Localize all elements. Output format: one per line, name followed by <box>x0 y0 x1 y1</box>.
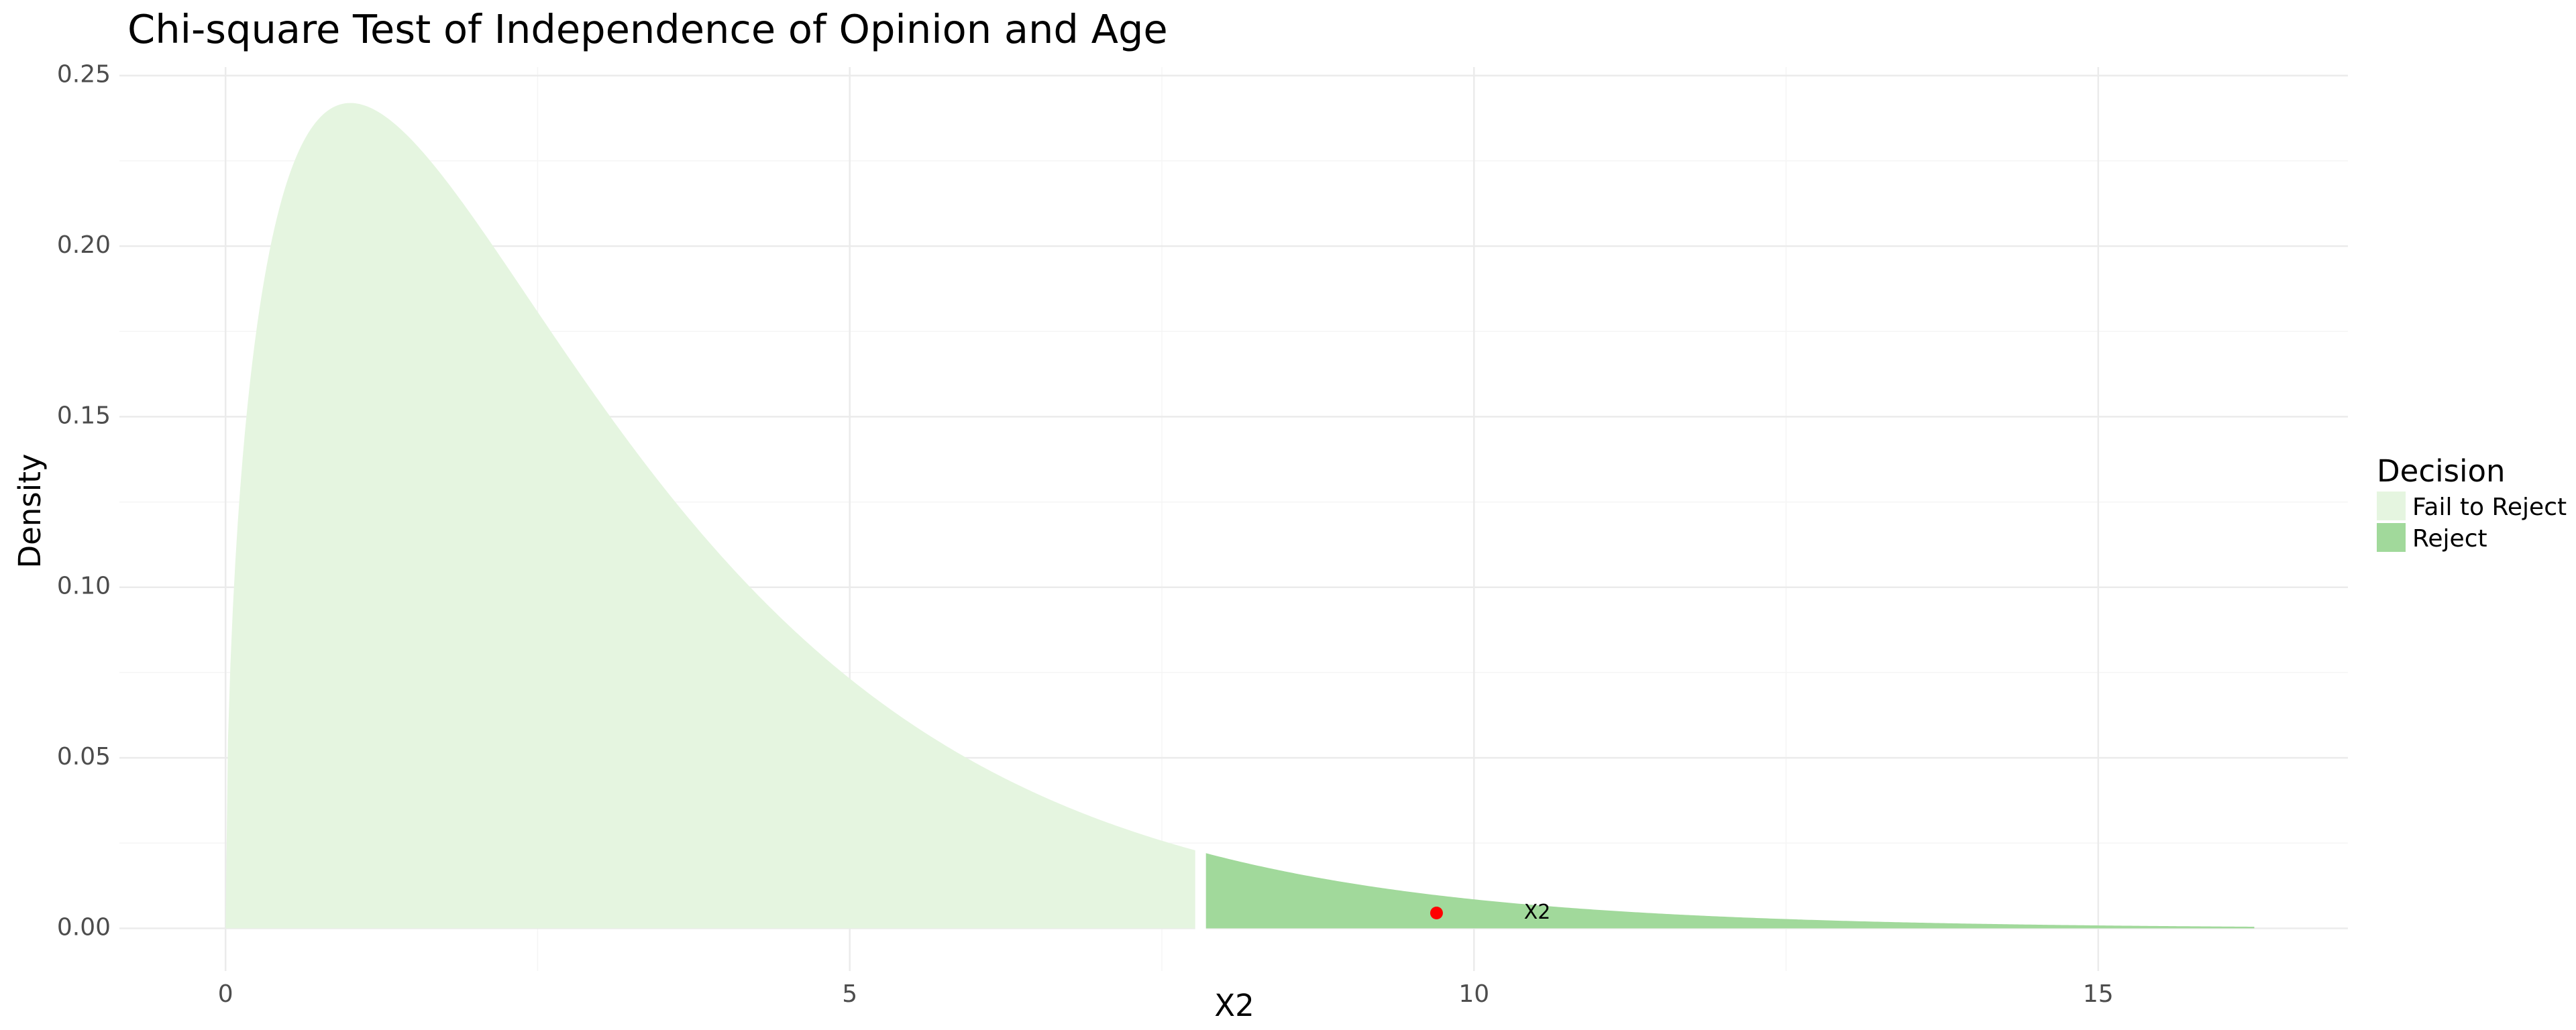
legend-label-fail-to-reject: Fail to Reject <box>2412 494 2567 521</box>
annotations: X2 <box>1430 901 1550 924</box>
y-tick-label: 0.05 <box>57 743 111 770</box>
y-tick-label: 0.20 <box>57 231 111 259</box>
y-tick-label: 0.25 <box>57 61 111 89</box>
test-statistic-label: X2 <box>1524 901 1551 924</box>
y-axis-ticks: 0.00 0.05 0.10 0.15 0.20 0.25 <box>57 61 111 941</box>
x-tick-label: 10 <box>1458 980 1489 1008</box>
y-tick-label: 0.00 <box>57 913 111 941</box>
area-reject <box>1200 852 2255 929</box>
y-tick-label: 0.15 <box>57 402 111 429</box>
x-tick-label: 0 <box>218 980 233 1008</box>
legend-label-reject: Reject <box>2412 525 2487 553</box>
legend-swatch-reject <box>2377 523 2406 552</box>
chart-title: Chi-square Test of Independence of Opini… <box>127 6 1168 52</box>
x-tick-label: 15 <box>2083 980 2114 1008</box>
y-axis-title: Density <box>12 453 48 568</box>
test-statistic-point <box>1430 907 1443 920</box>
y-tick-label: 0.10 <box>57 573 111 600</box>
legend-title: Decision <box>2377 453 2506 489</box>
x-tick-label: 5 <box>842 980 857 1008</box>
area-fail-to-reject <box>225 103 1201 929</box>
legend-swatch-fail-to-reject <box>2377 492 2406 520</box>
x-axis-title: X2 <box>1214 988 1254 1023</box>
x-axis-ticks: 0 5 10 15 <box>218 980 2114 1008</box>
legend: Decision Fail to Reject Reject <box>2377 453 2567 553</box>
density-areas <box>225 103 2255 930</box>
